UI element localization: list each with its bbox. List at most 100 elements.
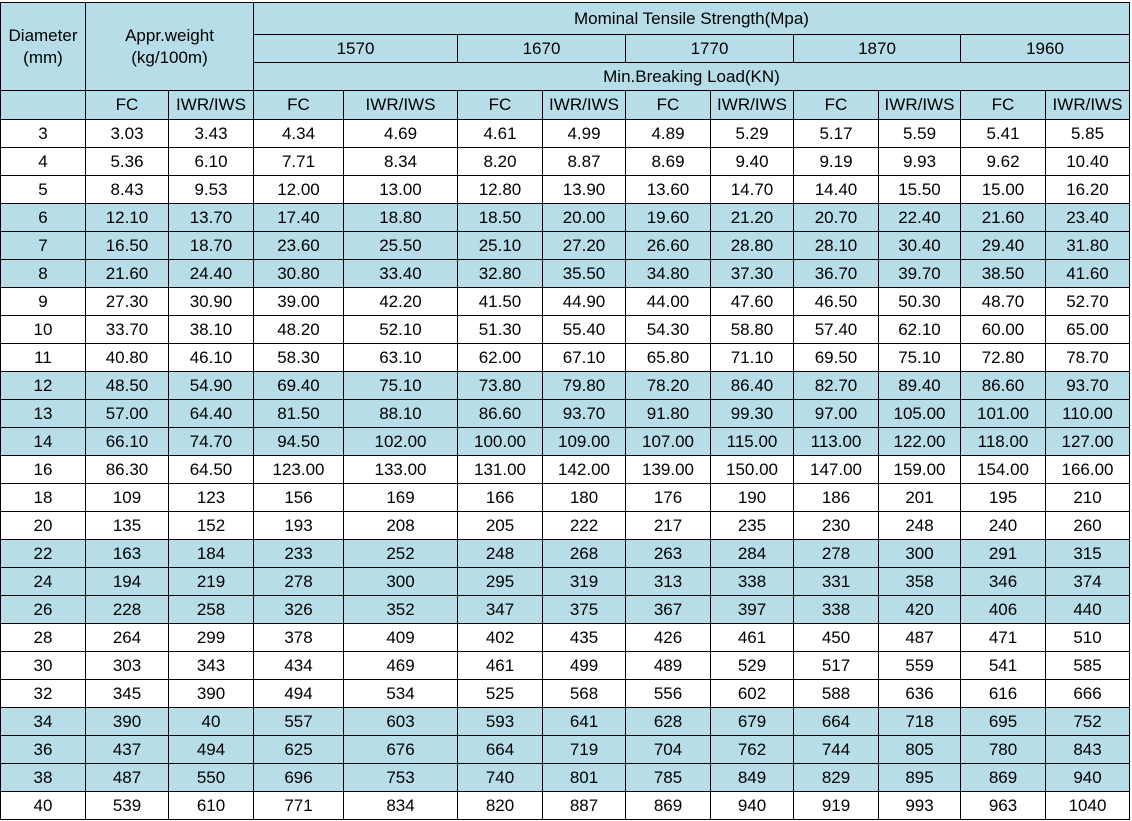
header-sub: IWR/IWS xyxy=(168,90,254,120)
header-grade-1770: 1770 xyxy=(625,34,794,63)
value-cell: 65.00 xyxy=(1045,315,1130,344)
value-cell: 166 xyxy=(457,483,543,512)
header-sub: IWR/IWS xyxy=(542,90,626,120)
value-cell: 15.00 xyxy=(960,175,1046,204)
value-cell: 664 xyxy=(793,707,879,736)
header-sub: FC xyxy=(960,90,1046,120)
value-cell: 55.40 xyxy=(542,315,626,344)
value-cell: 12.80 xyxy=(457,175,543,204)
value-cell: 240 xyxy=(960,511,1046,540)
value-cell: 42.20 xyxy=(343,287,458,316)
diameter-cell: 30 xyxy=(0,651,86,680)
value-cell: 331 xyxy=(793,567,879,596)
value-cell: 843 xyxy=(1045,735,1130,764)
value-cell: 666 xyxy=(1045,679,1130,708)
value-cell: 89.40 xyxy=(878,371,961,400)
value-cell: 291 xyxy=(960,539,1046,568)
header-sub-blank xyxy=(0,90,86,120)
value-cell: 156 xyxy=(253,483,344,512)
value-cell: 829 xyxy=(793,763,879,792)
value-cell: 696 xyxy=(253,763,344,792)
value-cell: 849 xyxy=(710,763,794,792)
value-cell: 86.60 xyxy=(457,399,543,428)
value-cell: 154.00 xyxy=(960,455,1046,484)
value-cell: 205 xyxy=(457,511,543,540)
value-cell: 27.20 xyxy=(542,231,626,260)
value-cell: 550 xyxy=(168,763,254,792)
diameter-cell: 8 xyxy=(0,259,86,288)
value-cell: 529 xyxy=(710,651,794,680)
value-cell: 201 xyxy=(878,483,961,512)
value-cell: 367 xyxy=(625,595,711,624)
value-cell: 208 xyxy=(343,511,458,540)
value-cell: 58.80 xyxy=(710,315,794,344)
value-cell: 152 xyxy=(168,511,254,540)
value-cell: 8.34 xyxy=(343,147,458,176)
table-body: 3 3.03 3.43 4.34 4.69 4.61 4.99 4.89 5.29 5.17 5.5… xyxy=(0,119,1130,820)
value-cell: 62.10 xyxy=(878,315,961,344)
value-cell: 186 xyxy=(793,483,879,512)
value-cell: 27.30 xyxy=(85,287,169,316)
value-cell: 93.70 xyxy=(1045,371,1130,400)
value-cell: 284 xyxy=(710,539,794,568)
value-cell: 5.59 xyxy=(878,119,961,148)
value-cell: 73.80 xyxy=(457,371,543,400)
value-cell: 166.00 xyxy=(1045,455,1130,484)
value-cell: 210 xyxy=(1045,483,1130,512)
value-cell: 39.70 xyxy=(878,259,961,288)
value-cell: 4.34 xyxy=(253,119,344,148)
value-cell: 46.50 xyxy=(793,287,879,316)
value-cell: 319 xyxy=(542,567,626,596)
diameter-cell: 22 xyxy=(0,539,86,568)
diameter-cell: 18 xyxy=(0,483,86,512)
value-cell: 123 xyxy=(168,483,254,512)
value-cell: 8.69 xyxy=(625,147,711,176)
value-cell: 88.10 xyxy=(343,399,458,428)
value-cell: 346 xyxy=(960,567,1046,596)
value-cell: 57.00 xyxy=(85,399,169,428)
value-cell: 94.50 xyxy=(253,427,344,456)
value-cell: 718 xyxy=(878,707,961,736)
value-cell: 435 xyxy=(542,623,626,652)
value-cell: 169 xyxy=(343,483,458,512)
value-cell: 409 xyxy=(343,623,458,652)
value-cell: 278 xyxy=(793,539,879,568)
header-sub: FC xyxy=(85,90,169,120)
value-cell: 625 xyxy=(253,735,344,764)
value-cell: 9.40 xyxy=(710,147,794,176)
value-cell: 75.10 xyxy=(343,371,458,400)
value-cell: 102.00 xyxy=(343,427,458,456)
value-cell: 86.30 xyxy=(85,455,169,484)
diameter-cell: 24 xyxy=(0,567,86,596)
value-cell: 16.50 xyxy=(85,231,169,260)
value-cell: 176 xyxy=(625,483,711,512)
value-cell: 33.70 xyxy=(85,315,169,344)
table-row: 8 21.60 24.40 30.80 33.40 32.80 35.50 34.80 37.3… xyxy=(0,259,1130,288)
value-cell: 993 xyxy=(878,791,961,820)
value-cell: 101.00 xyxy=(960,399,1046,428)
value-cell: 30.90 xyxy=(168,287,254,316)
value-cell: 345 xyxy=(85,679,169,708)
value-cell: 28.10 xyxy=(793,231,879,260)
value-cell: 48.50 xyxy=(85,371,169,400)
diameter-cell: 4 xyxy=(0,147,86,176)
value-cell: 13.90 xyxy=(542,175,626,204)
header-sub: FC xyxy=(625,90,711,120)
value-cell: 534 xyxy=(343,679,458,708)
table-row: 12 48.50 54.90 69.40 75.10 73.80 79.80 78.20 86.… xyxy=(0,371,1130,400)
diameter-cell: 5 xyxy=(0,175,86,204)
value-cell: 252 xyxy=(343,539,458,568)
value-cell: 820 xyxy=(457,791,543,820)
value-cell: 8.20 xyxy=(457,147,543,176)
value-cell: 18.50 xyxy=(457,203,543,232)
header-sub: IWR/IWS xyxy=(710,90,794,120)
diameter-cell: 3 xyxy=(0,119,86,148)
value-cell: 32.80 xyxy=(457,259,543,288)
value-cell: 122.00 xyxy=(878,427,961,456)
value-cell: 12.00 xyxy=(253,175,344,204)
value-cell: 40 xyxy=(168,707,254,736)
value-cell: 147.00 xyxy=(793,455,879,484)
value-cell: 81.50 xyxy=(253,399,344,428)
value-cell: 150.00 xyxy=(710,455,794,484)
value-cell: 679 xyxy=(710,707,794,736)
